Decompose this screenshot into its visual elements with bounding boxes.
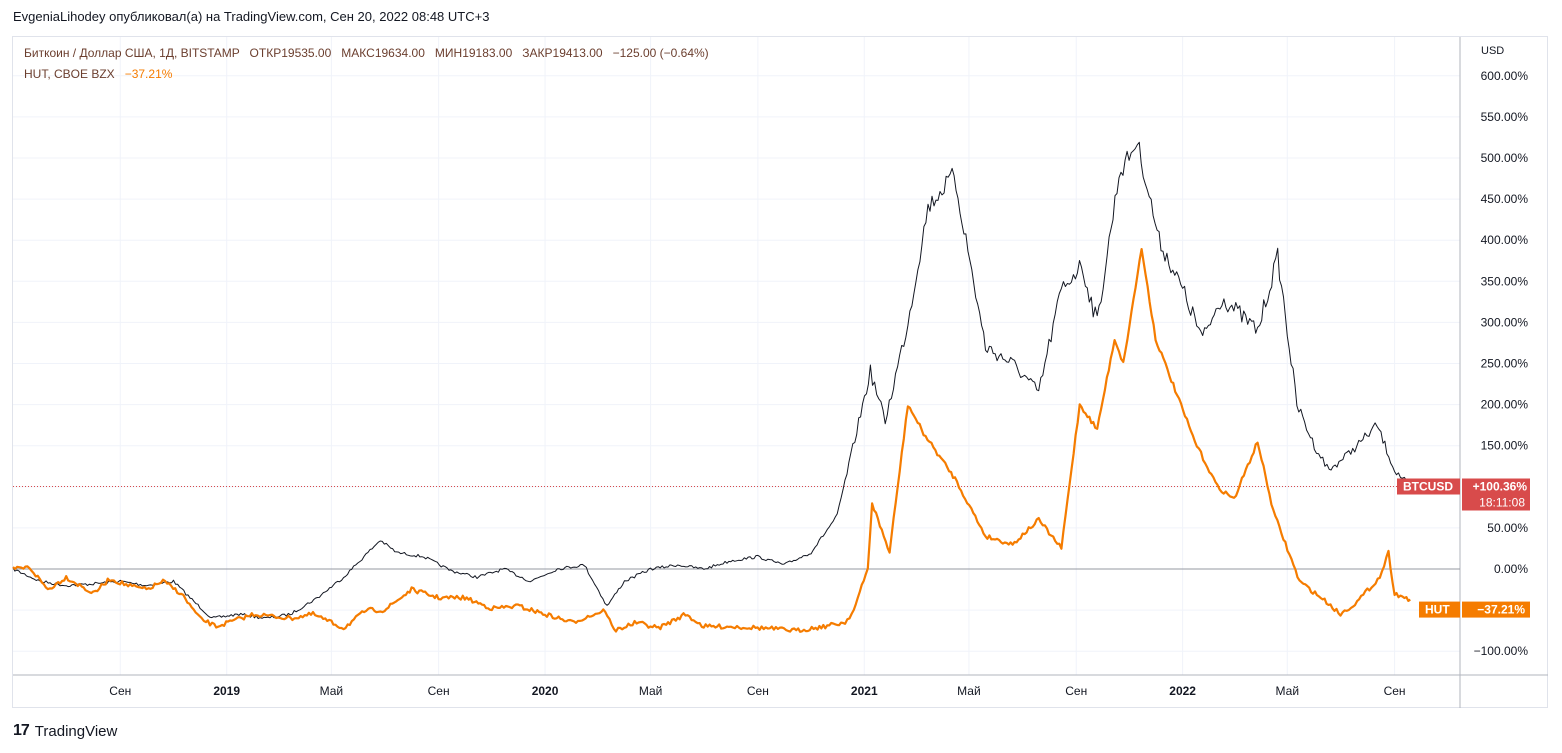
main-series-legend[interactable]: Биткоин / Доллар США, 1Д, BITSTAMP ОТКР1… bbox=[24, 46, 709, 60]
x-tick-label: Май bbox=[639, 684, 663, 698]
y-tick-label: 400.00% bbox=[1481, 233, 1529, 247]
x-tick-label: Сен bbox=[1065, 684, 1087, 698]
low-value: 19183.00 bbox=[462, 46, 513, 60]
close-label: ЗАКР bbox=[522, 46, 553, 60]
y-axis-currency-label: USD bbox=[1481, 45, 1504, 57]
close-value: 19413.00 bbox=[552, 46, 603, 60]
hut-name-badge[interactable] bbox=[1419, 601, 1460, 618]
btcusd-name-badge[interactable] bbox=[1397, 478, 1460, 495]
y-tick-label: 250.00% bbox=[1481, 357, 1529, 371]
x-tick-label: Сен bbox=[1384, 684, 1406, 698]
x-tick-label: Сен bbox=[428, 684, 450, 698]
y-tick-label: 550.00% bbox=[1481, 110, 1529, 124]
price-change: −125.00 (−0.64%) bbox=[612, 46, 709, 60]
y-tick-label: 450.00% bbox=[1481, 192, 1529, 206]
btcusd-countdown-label: 18:11:08 bbox=[1479, 496, 1525, 510]
x-tick-label: Сен bbox=[109, 684, 131, 698]
y-tick-label: 350.00% bbox=[1481, 274, 1529, 288]
x-tick-label: Май bbox=[320, 684, 344, 698]
btcusd-name-label: BTCUSD bbox=[1403, 480, 1453, 494]
high-label: МАКС bbox=[341, 46, 375, 60]
series-line-hut[interactable] bbox=[12, 248, 1411, 633]
y-tick-label: 500.00% bbox=[1481, 151, 1529, 165]
hut-price-badge bbox=[1462, 601, 1530, 618]
y-tick-label: 600.00% bbox=[1481, 69, 1529, 83]
y-tick-label: 300.00% bbox=[1481, 315, 1529, 329]
x-tick-label: 2022 bbox=[1169, 684, 1196, 698]
y-tick-label: 150.00% bbox=[1481, 439, 1529, 453]
series-line-btcusd[interactable] bbox=[12, 141, 1411, 620]
low-label: МИН bbox=[434, 46, 463, 60]
publish-info: EvgeniaLihodey опубликовал(а) на Trading… bbox=[13, 9, 490, 24]
x-tick-label: 2020 bbox=[532, 684, 559, 698]
hut-value-label: −37.21% bbox=[1477, 603, 1525, 617]
x-tick-label: Май bbox=[1276, 684, 1300, 698]
y-tick-label: 0.00% bbox=[1494, 562, 1528, 576]
x-tick-label: 2019 bbox=[213, 684, 240, 698]
open-value: 19535.00 bbox=[281, 46, 332, 60]
x-tick-label: 2021 bbox=[851, 684, 878, 698]
compare-series-legend[interactable]: HUT, CBOE BZX −37.21% bbox=[24, 67, 172, 81]
tradingview-logo-icon: 17 bbox=[13, 722, 30, 739]
y-tick-label: 200.00% bbox=[1481, 398, 1529, 412]
compare-symbol[interactable]: HUT, CBOE BZX bbox=[24, 67, 115, 81]
open-label: ОТКР bbox=[249, 46, 282, 60]
x-tick-label: Май bbox=[957, 684, 981, 698]
hut-name-label: HUT bbox=[1425, 603, 1450, 617]
main-symbol[interactable]: Биткоин / Доллар США, 1Д, BITSTAMP bbox=[24, 46, 240, 60]
chart-frame bbox=[12, 36, 1548, 708]
btcusd-value-label: +100.36% bbox=[1473, 480, 1528, 494]
tradingview-brand[interactable]: TradingView bbox=[34, 722, 118, 740]
y-tick-label: 50.00% bbox=[1487, 521, 1528, 535]
tradingview-footer[interactable]: 17 TradingView bbox=[13, 722, 117, 740]
x-tick-label: Сен bbox=[747, 684, 769, 698]
btcusd-price-badge bbox=[1462, 478, 1530, 511]
y-tick-label: −100.00% bbox=[1474, 644, 1529, 658]
high-value: 19634.00 bbox=[374, 46, 425, 60]
compare-change: −37.21% bbox=[124, 67, 173, 81]
